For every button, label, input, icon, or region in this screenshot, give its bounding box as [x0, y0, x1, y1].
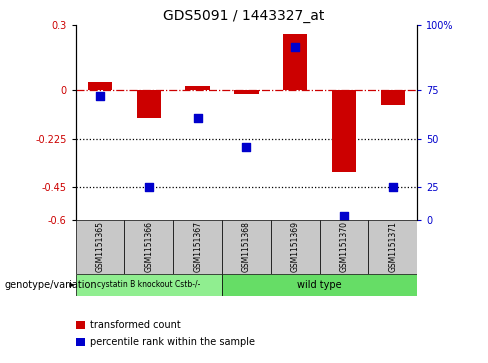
Bar	[88, 82, 112, 90]
FancyBboxPatch shape	[173, 220, 222, 274]
Point	[389, 184, 397, 190]
FancyBboxPatch shape	[76, 220, 124, 274]
Text: GSM1151365: GSM1151365	[96, 221, 104, 272]
Text: cystatin B knockout Cstb-/-: cystatin B knockout Cstb-/-	[97, 281, 201, 289]
Point	[291, 44, 299, 50]
Point	[194, 115, 202, 121]
Point	[96, 93, 104, 98]
Polygon shape	[76, 321, 85, 329]
FancyBboxPatch shape	[222, 220, 271, 274]
Bar	[234, 90, 259, 94]
Bar	[381, 90, 405, 105]
Text: transformed count: transformed count	[90, 320, 181, 330]
FancyBboxPatch shape	[320, 220, 368, 274]
Bar	[137, 90, 161, 118]
Point	[340, 213, 348, 219]
FancyBboxPatch shape	[368, 220, 417, 274]
Bar	[185, 86, 210, 90]
Polygon shape	[69, 282, 75, 287]
Bar	[332, 90, 356, 172]
Text: GSM1151371: GSM1151371	[388, 221, 397, 272]
Text: GSM1151368: GSM1151368	[242, 221, 251, 272]
FancyBboxPatch shape	[124, 220, 173, 274]
FancyBboxPatch shape	[76, 274, 222, 296]
Text: GDS5091 / 1443327_at: GDS5091 / 1443327_at	[163, 9, 325, 23]
Point	[145, 184, 153, 190]
Point	[243, 144, 250, 150]
FancyBboxPatch shape	[271, 220, 320, 274]
Polygon shape	[76, 338, 85, 346]
Text: GSM1151370: GSM1151370	[340, 221, 348, 272]
Text: GSM1151366: GSM1151366	[144, 221, 153, 272]
Text: genotype/variation: genotype/variation	[5, 280, 98, 290]
FancyBboxPatch shape	[222, 274, 417, 296]
Text: percentile rank within the sample: percentile rank within the sample	[90, 337, 255, 347]
Text: GSM1151369: GSM1151369	[291, 221, 300, 272]
Text: GSM1151367: GSM1151367	[193, 221, 202, 272]
Text: wild type: wild type	[297, 280, 342, 290]
Bar	[283, 34, 307, 90]
